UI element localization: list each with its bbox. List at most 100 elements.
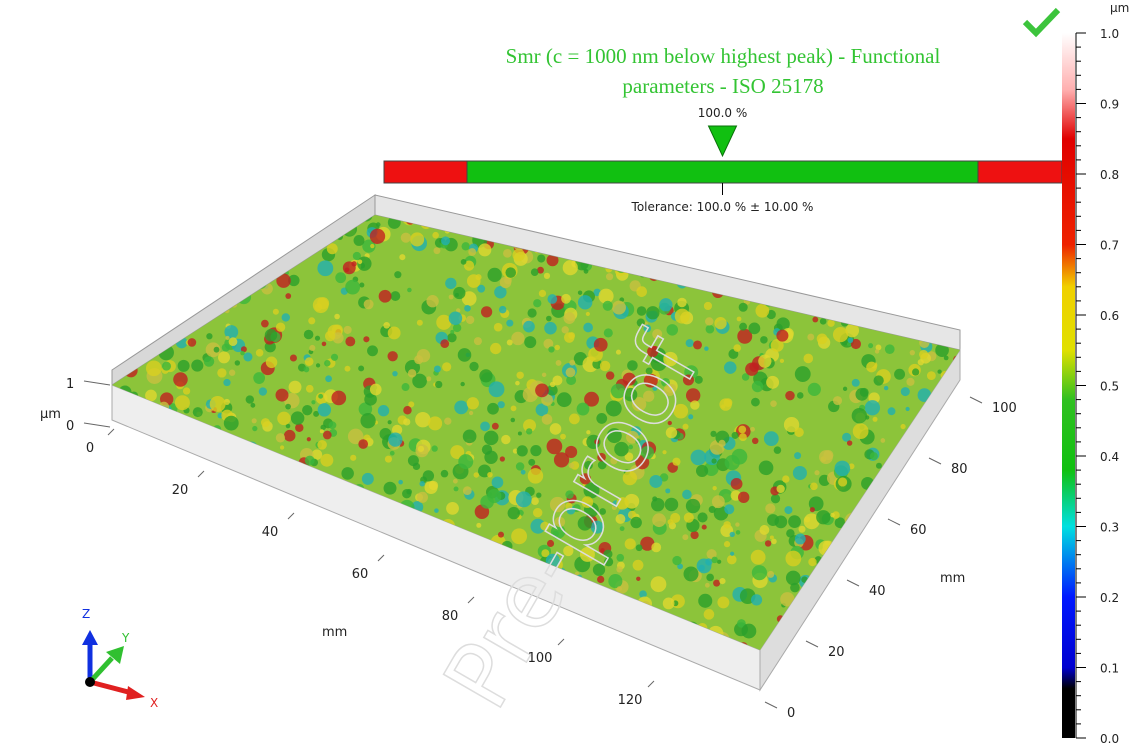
surface-patch xyxy=(134,288,140,294)
surface-patch xyxy=(615,349,621,355)
surface-patch xyxy=(719,255,735,271)
surface-patch xyxy=(162,615,169,622)
surface-patch xyxy=(506,339,513,346)
surface-patch xyxy=(161,231,172,242)
surface-patch xyxy=(515,380,520,386)
surface-patch xyxy=(156,297,163,304)
surface-patch xyxy=(603,549,613,559)
surface-patch xyxy=(606,428,622,444)
surface-patch xyxy=(214,485,220,490)
surface-patch xyxy=(584,391,600,407)
surface-patch xyxy=(741,623,757,639)
surface-patch xyxy=(859,564,872,578)
surface-patch xyxy=(759,525,770,535)
surface-patch xyxy=(778,274,789,285)
x-axis-label: mm xyxy=(322,625,347,640)
surface-patch xyxy=(135,313,150,328)
surface-patch xyxy=(124,273,138,286)
surface-patch xyxy=(530,445,542,457)
surface-patch xyxy=(377,601,392,616)
surface-patch xyxy=(343,325,352,334)
surface-patch xyxy=(267,625,277,635)
surface-patch xyxy=(623,387,638,402)
surface-patch xyxy=(212,646,221,650)
surface-patch xyxy=(621,217,628,223)
surface-patch xyxy=(419,599,426,605)
surface-patch xyxy=(755,303,770,318)
surface-patch xyxy=(784,252,795,264)
surface-patch xyxy=(487,402,499,415)
surface-patch xyxy=(560,433,566,440)
surface-patch xyxy=(624,452,634,462)
surface-patch xyxy=(911,215,923,225)
surface-patch xyxy=(704,346,709,351)
surface-patch xyxy=(387,326,401,340)
surface-patch xyxy=(541,549,550,558)
surface-patch xyxy=(426,376,432,382)
surface-patch xyxy=(383,481,397,495)
surface-patch xyxy=(846,440,853,446)
surface-patch xyxy=(119,278,135,293)
surface-patch xyxy=(685,498,701,514)
surface-patch xyxy=(716,559,722,564)
surface-patch xyxy=(898,577,907,586)
surface-patch xyxy=(959,218,960,229)
surface-patch xyxy=(919,251,927,260)
surface-patch xyxy=(958,616,960,631)
surface-patch xyxy=(218,558,224,564)
surface-patch xyxy=(923,472,928,477)
surface-patch xyxy=(667,245,677,255)
surface-patch xyxy=(245,215,262,220)
surface-patch xyxy=(173,372,188,387)
surface-patch xyxy=(773,446,782,454)
surface-patch xyxy=(275,433,286,443)
surface-patch xyxy=(230,613,238,621)
x-tick-label: 40 xyxy=(262,525,279,540)
surface-patch xyxy=(909,207,917,215)
z-axis-label: µm xyxy=(40,407,61,422)
surface-patch xyxy=(678,222,688,232)
surface-patch xyxy=(123,503,133,514)
surface-patch xyxy=(950,496,960,510)
surface-patch xyxy=(883,385,889,391)
surface-patch xyxy=(840,250,855,264)
surface-patch xyxy=(511,528,528,545)
surface-patch xyxy=(165,277,177,289)
surface-patch xyxy=(124,617,136,629)
surface-patch xyxy=(476,522,482,528)
surface-patch xyxy=(416,319,423,326)
surface-patch xyxy=(260,594,273,608)
triad-z xyxy=(82,630,98,645)
surface-patch xyxy=(134,293,150,309)
surface-patch xyxy=(228,337,238,347)
surface-patch xyxy=(585,311,590,317)
surface-patch xyxy=(169,473,180,484)
surface-patch xyxy=(145,389,157,402)
surface-patch xyxy=(784,506,793,515)
surface-patch xyxy=(933,516,950,533)
surface-patch xyxy=(756,265,767,275)
surface-patch xyxy=(240,346,247,353)
surface-patch xyxy=(893,589,905,601)
surface-patch xyxy=(113,606,119,613)
surface-patch xyxy=(173,461,181,469)
surface-patch xyxy=(406,488,412,495)
surface-patch xyxy=(499,456,505,462)
surface-patch xyxy=(807,333,815,341)
surface-patch xyxy=(677,297,687,308)
surface-patch xyxy=(652,496,658,502)
x-tick xyxy=(197,470,205,478)
surface-patch xyxy=(649,216,655,223)
surface-patch xyxy=(927,236,939,248)
surface-patch xyxy=(499,276,512,289)
surface-patch xyxy=(330,518,343,531)
surface-patch xyxy=(249,252,257,260)
surface-patch xyxy=(535,403,549,417)
surface-patch xyxy=(750,426,755,432)
surface-patch xyxy=(288,380,302,394)
surface-patch xyxy=(127,459,137,469)
surface-patch xyxy=(597,649,609,650)
surface-patch xyxy=(563,332,575,343)
surface-patch xyxy=(794,636,805,648)
surface-patch xyxy=(546,315,552,322)
